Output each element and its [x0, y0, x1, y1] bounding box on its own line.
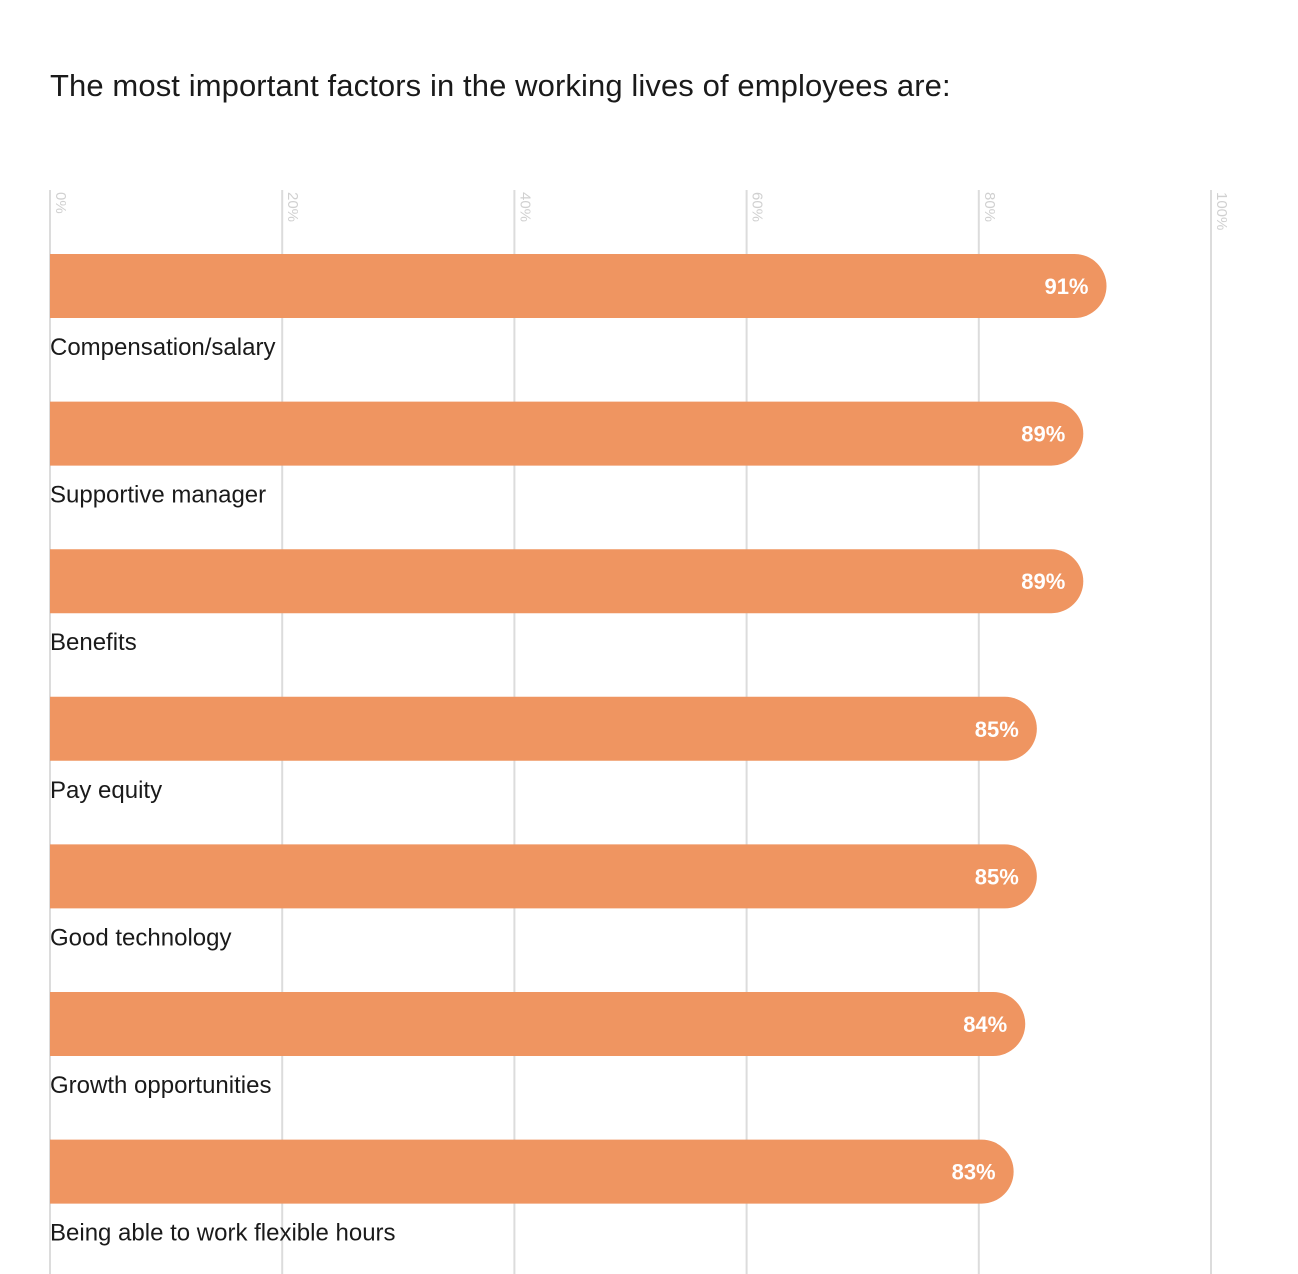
bar — [50, 254, 1107, 318]
category-label: Supportive manager — [50, 482, 266, 509]
category-label: Being able to work flexible hours — [50, 1220, 396, 1247]
bar — [50, 992, 1026, 1056]
bar-group: 85% Pay equity — [50, 696, 1037, 804]
bar-value-label: 83% — [952, 1160, 996, 1185]
bar — [50, 696, 1037, 761]
bar-value-label: 89% — [1021, 569, 1065, 594]
bar-value-label: 91% — [1044, 274, 1088, 299]
category-label: Pay equity — [50, 777, 162, 804]
bar-group: 83% Being able to work flexible hours — [50, 1139, 1014, 1247]
bar-group: 85% Good technology — [50, 844, 1037, 951]
chart-title: The most important factors in the workin… — [50, 68, 951, 103]
bar-group: 84% Growth opportunities — [50, 992, 1026, 1099]
bar — [50, 401, 1084, 466]
bar-value-label: 89% — [1021, 422, 1065, 447]
x-tick-label: 100% — [1213, 192, 1230, 230]
category-label: Growth opportunities — [50, 1072, 271, 1099]
category-label: Compensation/salary — [50, 334, 275, 361]
bar — [50, 549, 1084, 614]
x-tick-label: 60% — [749, 192, 766, 222]
bar-value-label: 84% — [963, 1012, 1007, 1037]
x-tick-label: 0% — [52, 192, 69, 214]
category-label: Benefits — [50, 629, 137, 656]
bar-group: 89% Benefits — [50, 549, 1084, 656]
x-tick-label: 80% — [981, 192, 998, 222]
bar-value-label: 85% — [975, 717, 1019, 742]
bar-group: 89% Supportive manager — [50, 401, 1084, 509]
bar-group: 91% Compensation/salary — [50, 254, 1107, 361]
bar-value-label: 85% — [975, 864, 1019, 889]
x-tick-label: 20% — [284, 192, 301, 222]
bar — [50, 1139, 1014, 1204]
x-axis-ticks: 0% 20% 40% 60% 80% 100% — [52, 192, 1230, 230]
x-tick-label: 40% — [516, 192, 533, 222]
bar — [50, 844, 1037, 909]
bars: 91% Compensation/salary 89% Supportive mana… — [50, 254, 1107, 1247]
category-label: Good technology — [50, 924, 231, 951]
